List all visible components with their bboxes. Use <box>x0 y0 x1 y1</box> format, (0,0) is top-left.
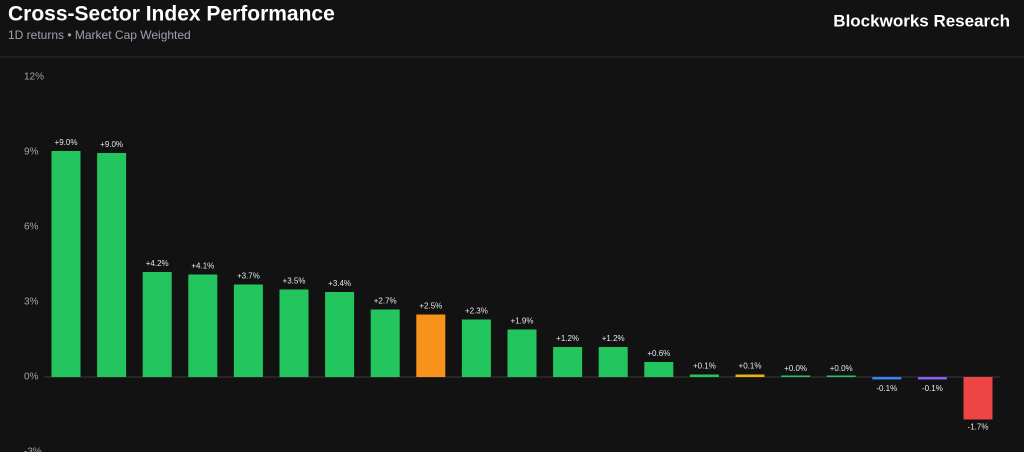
bar <box>461 319 491 377</box>
value-label: +2.7% <box>374 297 397 306</box>
value-label: +0.6% <box>647 349 670 358</box>
bar <box>872 377 902 380</box>
y-tick-label: 9% <box>24 147 39 158</box>
bar <box>689 374 719 377</box>
y-tick-label: 3% <box>24 297 39 308</box>
bar <box>507 329 537 377</box>
brand: Blockworks Research <box>833 11 1010 30</box>
value-label: +1.9% <box>511 317 534 326</box>
value-label: +3.4% <box>328 279 351 288</box>
value-label: -0.1% <box>876 384 897 393</box>
value-label: -0.1% <box>922 384 943 393</box>
value-label: +1.2% <box>556 334 579 343</box>
bar <box>598 347 628 377</box>
value-label: +2.3% <box>465 307 488 316</box>
bar <box>97 153 127 377</box>
bar <box>553 347 583 377</box>
value-label: +4.2% <box>146 259 169 268</box>
value-label: +9.0% <box>100 140 123 149</box>
bar <box>644 362 674 377</box>
bar <box>781 375 811 377</box>
y-tick-label: 0% <box>24 372 39 383</box>
chart-title: Cross-Sector Index Performance <box>8 3 335 26</box>
y-tick-label: 6% <box>24 222 39 233</box>
value-label: +1.2% <box>602 334 625 343</box>
value-label: +0.0% <box>784 364 807 373</box>
bar <box>51 151 81 377</box>
value-label: -1.7% <box>968 423 989 432</box>
value-label: +2.5% <box>419 302 442 311</box>
chart-subtitle: 1D returns • Market Cap Weighted <box>8 28 191 42</box>
bar <box>325 292 355 377</box>
bar <box>416 314 446 377</box>
bar <box>917 377 947 380</box>
value-label: +3.5% <box>283 277 306 286</box>
bar <box>188 274 218 377</box>
bar <box>233 284 263 377</box>
value-label: +4.1% <box>191 262 214 271</box>
y-tick-label: 12% <box>24 72 44 83</box>
value-label: +0.1% <box>693 362 716 371</box>
bar <box>279 289 309 377</box>
bar <box>735 374 765 377</box>
y-tick-label: -3% <box>24 447 42 452</box>
value-label: +0.1% <box>739 362 762 371</box>
value-label: +3.7% <box>237 272 260 281</box>
bar <box>370 309 400 377</box>
bar <box>142 272 172 377</box>
value-label: +9.0% <box>55 138 78 147</box>
bar <box>826 375 856 377</box>
bar <box>963 377 993 420</box>
value-label: +0.0% <box>830 364 853 373</box>
